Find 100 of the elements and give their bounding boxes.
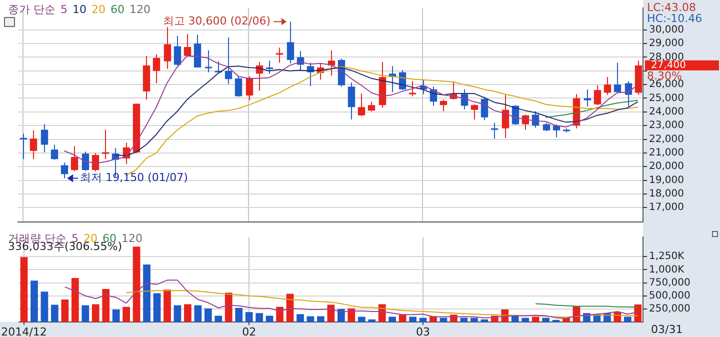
bar	[522, 318, 530, 322]
y-tick-label: 29,000	[649, 38, 684, 50]
candlestick	[440, 99, 448, 112]
candlestick	[490, 122, 498, 140]
bar	[61, 300, 69, 322]
candlestick	[502, 94, 510, 138]
y-tick-label: 750,000	[649, 277, 690, 288]
text: 27,400	[651, 60, 686, 72]
bar	[634, 304, 642, 322]
bar	[388, 316, 396, 322]
bar	[419, 318, 427, 322]
annotation: 최고 30,600 (02/06)	[162, 14, 271, 28]
text: 5	[60, 3, 68, 16]
bar	[542, 318, 550, 322]
bar	[532, 316, 540, 322]
candlestick	[174, 36, 182, 66]
bar	[194, 305, 202, 322]
text: 03/31	[651, 322, 683, 336]
y-tick-label: 23,000	[649, 120, 684, 132]
bar	[30, 280, 38, 322]
x-tick-label: 2014/12	[1, 325, 47, 337]
bar	[122, 306, 130, 322]
bar	[102, 289, 110, 322]
candlestick	[348, 82, 356, 120]
bar	[92, 304, 100, 322]
candlestick	[224, 36, 232, 84]
candlestick	[552, 124, 560, 138]
text: LC:43.08	[647, 0, 696, 14]
bar	[82, 305, 90, 322]
text: 20	[92, 3, 106, 16]
y-tick-label: 18,000	[649, 188, 684, 200]
bar	[409, 316, 416, 322]
y-tick-label: 19,000	[649, 174, 684, 186]
candlestick	[50, 144, 58, 160]
bar	[20, 257, 28, 322]
candlestick	[480, 96, 488, 121]
bar	[112, 309, 120, 322]
candlestick	[40, 124, 48, 153]
legend-label: 120	[130, 3, 150, 16]
candlestick	[82, 151, 90, 172]
bar	[214, 316, 222, 322]
candlestick	[164, 26, 172, 70]
candlestick	[470, 104, 478, 120]
bar	[235, 308, 243, 322]
y-tick-label: 500,000	[649, 290, 690, 302]
candlestick	[286, 21, 294, 64]
candlestick	[358, 92, 366, 117]
candlestick	[408, 80, 416, 97]
bar	[398, 314, 406, 322]
y-tick-label: 22,000	[649, 134, 684, 145]
bar	[174, 305, 182, 322]
candlestick	[194, 34, 202, 68]
bar	[306, 316, 314, 322]
bar	[184, 304, 192, 322]
text: HC:-10.46	[647, 12, 702, 25]
bar	[40, 292, 48, 322]
candlestick	[204, 50, 212, 73]
bar	[470, 318, 478, 322]
y-tick-label: 20,000	[649, 161, 684, 172]
bar	[51, 304, 58, 322]
x-tick-label: 03	[416, 325, 430, 337]
bar	[327, 304, 335, 322]
y-tick-label: 17,000	[649, 202, 684, 214]
bar	[317, 316, 324, 322]
bar	[440, 318, 448, 322]
text: 10	[72, 3, 86, 16]
legend-label: 120	[122, 232, 142, 245]
bar	[480, 319, 488, 322]
candlestick	[234, 76, 242, 98]
bar	[337, 308, 345, 322]
annotation: 최저 19,150 (01/07)	[80, 171, 188, 184]
bar	[296, 314, 304, 322]
bar	[153, 293, 161, 322]
bar	[224, 292, 232, 322]
y-tick-label: 25,000	[649, 92, 684, 104]
bar	[204, 308, 212, 322]
candlestick	[614, 62, 622, 94]
candlestick	[60, 162, 68, 179]
bar	[143, 264, 150, 322]
bar	[164, 290, 171, 322]
candlestick	[102, 129, 110, 160]
bar	[348, 308, 356, 322]
y-tick-label: 1,250K	[649, 251, 685, 262]
candlestick	[92, 152, 100, 172]
bar	[460, 318, 468, 322]
bar	[358, 316, 366, 322]
y-tick-label: 24,000	[649, 106, 684, 118]
bar	[256, 313, 264, 322]
candlestick	[30, 130, 38, 160]
candlestick	[594, 84, 602, 106]
bar	[266, 316, 274, 322]
bar	[245, 312, 253, 322]
candlestick	[328, 50, 336, 76]
bar	[132, 246, 140, 322]
y-tick-label: 21,000	[649, 148, 684, 159]
candlestick	[368, 101, 376, 112]
candlestick	[604, 76, 612, 96]
y-tick-label: 250,000	[649, 304, 690, 315]
candlestick	[246, 76, 254, 101]
y-tick-label: 1,000K	[649, 264, 685, 276]
